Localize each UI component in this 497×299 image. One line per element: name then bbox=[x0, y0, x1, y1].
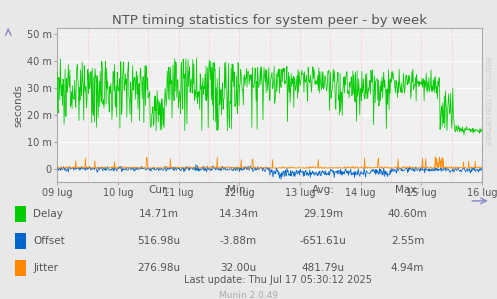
Text: Munin 2.0.49: Munin 2.0.49 bbox=[219, 291, 278, 299]
Text: 481.79u: 481.79u bbox=[302, 263, 344, 273]
Text: Min:: Min: bbox=[228, 185, 249, 195]
Text: Last update: Thu Jul 17 05:30:12 2025: Last update: Thu Jul 17 05:30:12 2025 bbox=[184, 274, 372, 285]
Text: 276.98u: 276.98u bbox=[138, 263, 180, 273]
Text: 32.00u: 32.00u bbox=[221, 263, 256, 273]
Text: -3.88m: -3.88m bbox=[220, 236, 257, 246]
Text: 516.98u: 516.98u bbox=[138, 236, 180, 246]
Y-axis label: seconds: seconds bbox=[14, 84, 24, 127]
Text: 14.34m: 14.34m bbox=[219, 209, 258, 219]
Text: Max:: Max: bbox=[395, 185, 420, 195]
Text: Delay: Delay bbox=[33, 209, 63, 219]
Text: Cur:: Cur: bbox=[148, 185, 170, 195]
Text: Jitter: Jitter bbox=[33, 263, 58, 273]
Text: RRDTOOL / TOBI OETIKER: RRDTOOL / TOBI OETIKER bbox=[484, 57, 490, 146]
Text: 29.19m: 29.19m bbox=[303, 209, 343, 219]
Text: 14.71m: 14.71m bbox=[139, 209, 179, 219]
Text: Offset: Offset bbox=[33, 236, 65, 246]
Text: 4.94m: 4.94m bbox=[391, 263, 424, 273]
Text: 40.60m: 40.60m bbox=[388, 209, 427, 219]
Text: -651.61u: -651.61u bbox=[300, 236, 346, 246]
Text: Avg:: Avg: bbox=[312, 185, 334, 195]
Title: NTP timing statistics for system peer - by week: NTP timing statistics for system peer - … bbox=[112, 14, 427, 27]
Text: 2.55m: 2.55m bbox=[391, 236, 424, 246]
